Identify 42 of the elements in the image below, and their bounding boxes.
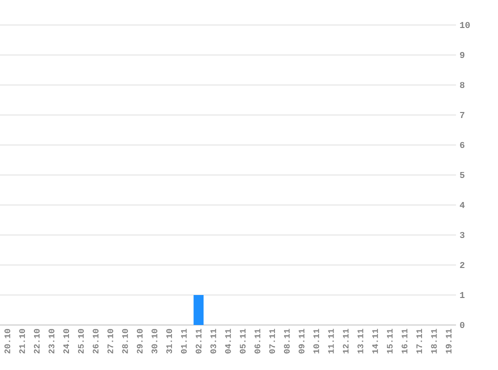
y-tick-label: 1 bbox=[460, 292, 465, 298]
x-tick-label: 02.11 bbox=[196, 328, 202, 354]
y-tick-label: 3 bbox=[460, 232, 464, 238]
x-tick-label: 10.11 bbox=[313, 328, 320, 354]
x-tick-label: 13.11 bbox=[358, 328, 364, 354]
y-tick-label: 4 bbox=[460, 202, 465, 208]
x-tick-label: 12.11 bbox=[342, 328, 349, 354]
x-tick-label: 24.10 bbox=[63, 329, 70, 354]
x-tick-label: 19.11 bbox=[446, 328, 452, 354]
x-tick-label: 14.11 bbox=[372, 328, 378, 354]
x-tick-label: 23.10 bbox=[48, 329, 54, 354]
x-tick-label: 01.11 bbox=[180, 328, 187, 354]
x-tick-label: 30.10 bbox=[152, 329, 158, 354]
y-tick-label: 8 bbox=[460, 82, 464, 88]
x-tick-label: 16.11 bbox=[402, 328, 408, 354]
y-tick-label: 2 bbox=[460, 262, 464, 268]
x-tick-label: 04.11 bbox=[225, 328, 231, 354]
x-tick-label: 15.11 bbox=[386, 328, 393, 354]
x-tick-label: 29.10 bbox=[136, 329, 143, 354]
x-tick-label: 27.10 bbox=[107, 329, 114, 354]
x-tick-label: 06.11 bbox=[254, 328, 260, 354]
x-tick-label: 03.11 bbox=[210, 328, 216, 354]
x-tick-label: 18.11 bbox=[431, 328, 437, 354]
y-tick-label: 10 bbox=[460, 22, 470, 28]
x-tick-label: 28.10 bbox=[122, 329, 128, 354]
x-tick-label: 25.10 bbox=[78, 329, 84, 354]
x-tick-label: 17.11 bbox=[416, 328, 422, 354]
x-tick-label: 31.10 bbox=[166, 329, 172, 354]
y-tick-label: 7 bbox=[460, 112, 464, 118]
x-tick-label: 20.10 bbox=[4, 329, 10, 354]
y-tick-label: 6 bbox=[460, 142, 464, 148]
x-tick-label: 21.10 bbox=[19, 329, 25, 354]
x-tick-label: 11.11 bbox=[328, 328, 334, 354]
x-tick-label: 08.11 bbox=[284, 328, 290, 354]
x-tick-label: 05.11 bbox=[240, 328, 246, 354]
y-tick-label: 9 bbox=[460, 52, 464, 58]
x-tick-label: 09.11 bbox=[298, 328, 304, 354]
y-tick-label: 5 bbox=[460, 172, 464, 178]
x-tick-label: 22.10 bbox=[34, 329, 40, 354]
x-tick-label: 07.11 bbox=[269, 328, 275, 354]
y-tick-label: 0 bbox=[460, 322, 464, 328]
x-tick-label: 26.10 bbox=[92, 329, 98, 354]
